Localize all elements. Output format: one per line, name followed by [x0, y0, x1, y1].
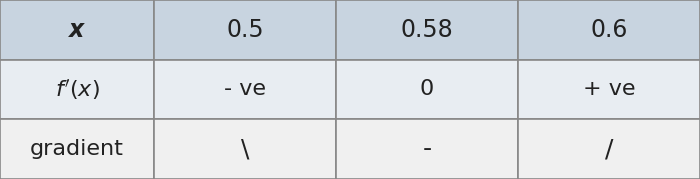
Text: - ve: - ve	[224, 79, 266, 99]
Text: \: \	[241, 137, 249, 161]
Bar	[518, 60, 700, 119]
Text: + ve: + ve	[582, 79, 636, 99]
Text: gradient: gradient	[30, 139, 124, 159]
Bar	[154, 119, 336, 179]
Bar	[518, 0, 700, 60]
Text: $\bfit{x}$: $\bfit{x}$	[68, 18, 86, 42]
Bar	[336, 119, 518, 179]
Bar	[154, 0, 336, 60]
Bar	[336, 60, 518, 119]
Bar	[154, 60, 336, 119]
Text: /: /	[605, 137, 613, 161]
Bar	[336, 0, 518, 60]
Text: -: -	[422, 137, 432, 161]
Bar	[518, 119, 700, 179]
Text: 0: 0	[420, 79, 434, 99]
Text: $f'(x)$: $f'(x)$	[55, 77, 99, 102]
Bar	[0, 119, 154, 179]
Text: 0.6: 0.6	[590, 18, 628, 42]
Text: 0.58: 0.58	[400, 18, 454, 42]
Text: 0.5: 0.5	[226, 18, 264, 42]
Bar	[0, 60, 154, 119]
Bar	[0, 0, 154, 60]
